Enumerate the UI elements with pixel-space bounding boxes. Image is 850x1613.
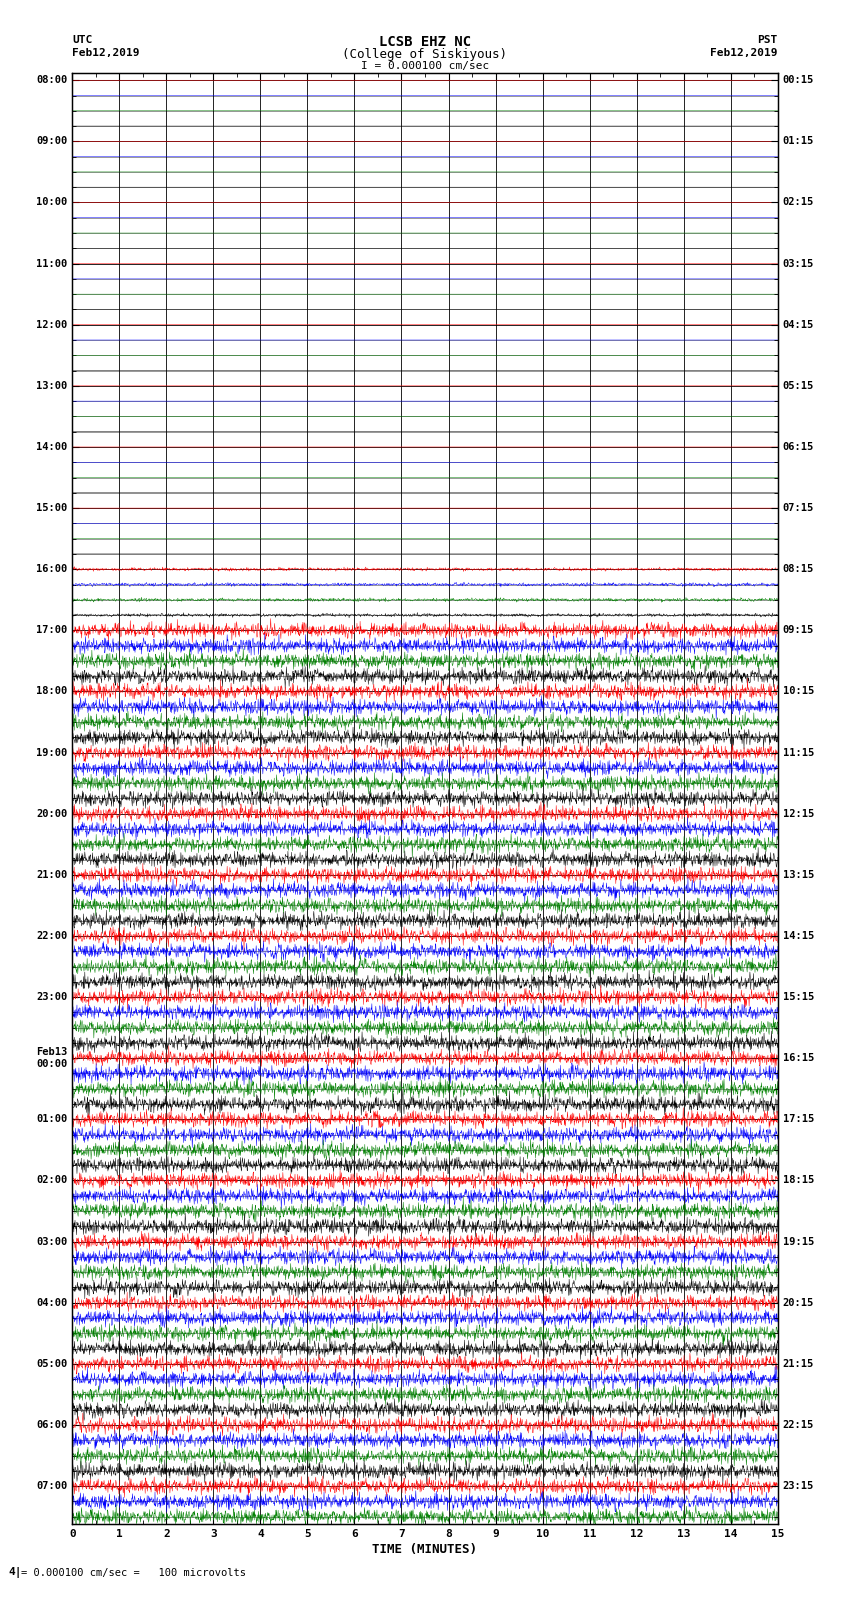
- Text: Feb12,2019: Feb12,2019: [711, 48, 778, 58]
- X-axis label: TIME (MINUTES): TIME (MINUTES): [372, 1544, 478, 1557]
- Text: I = 0.000100 cm/sec: I = 0.000100 cm/sec: [361, 61, 489, 71]
- Text: UTC: UTC: [72, 35, 93, 45]
- Text: PST: PST: [757, 35, 778, 45]
- Text: 4|: 4|: [8, 1566, 22, 1578]
- Text: LCSB EHZ NC: LCSB EHZ NC: [379, 35, 471, 50]
- Text: Feb12,2019: Feb12,2019: [72, 48, 139, 58]
- Text: (College of Siskiyous): (College of Siskiyous): [343, 48, 507, 61]
- Text: = 0.000100 cm/sec =   100 microvolts: = 0.000100 cm/sec = 100 microvolts: [21, 1568, 246, 1578]
